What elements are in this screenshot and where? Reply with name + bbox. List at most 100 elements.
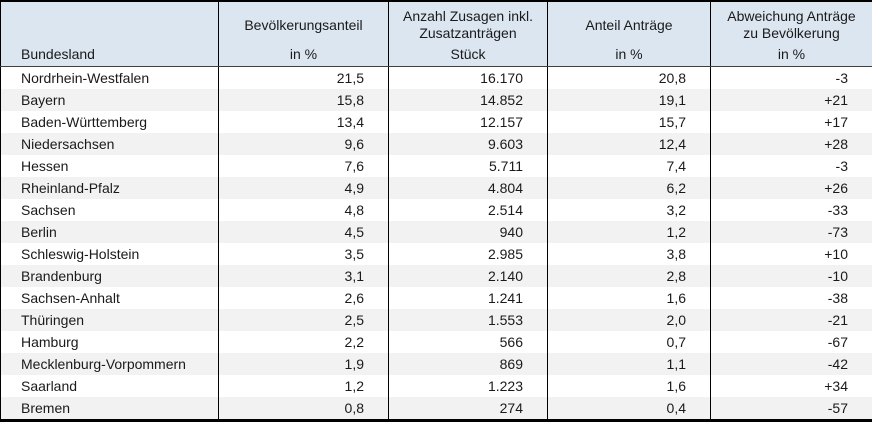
approvals-count-cell: 2.140 <box>388 265 548 287</box>
approvals-count-cell: 1.553 <box>388 309 548 331</box>
deviation-cell: +28 <box>710 133 872 155</box>
approvals-count-cell: 1.241 <box>388 287 548 309</box>
bundesland-cell: Niedersachsen <box>21 136 115 152</box>
approvals-count-cell: 2.985 <box>388 243 548 265</box>
approvals-count-cell: 1.223 <box>388 375 548 397</box>
approvals-count-cell: 4.804 <box>388 177 548 199</box>
deviation-cell: +10 <box>710 243 872 265</box>
population-share-cell: 1,2 <box>218 375 389 397</box>
deviation-cell: -21 <box>710 309 872 331</box>
table-row: Hamburg 2,2 566 0,7 -67 <box>1 331 872 353</box>
deviation-cell: -3 <box>710 66 872 89</box>
table-row: Rheinland-Pfalz 4,9 4.804 6,2 +26 <box>0 177 872 199</box>
approvals-count-cell: 16.170 <box>388 66 548 89</box>
column-header-bundesland: Bundesland <box>0 1 219 67</box>
population-share-cell: 9,6 <box>218 133 389 155</box>
bundesland-cell: Saarland <box>21 378 78 394</box>
population-share-cell: 15,8 <box>218 89 389 111</box>
bundesland-cell: Bayern <box>21 92 66 108</box>
table-body: Nordrhein-Westfalen 21,5 16.170 20,8 -3 Bayer… <box>0 66 872 421</box>
applications-share-cell: 1,1 <box>547 353 711 375</box>
population-share-cell: 1,9 <box>218 353 389 375</box>
population-share-cell: 2,2 <box>218 331 389 353</box>
population-share-cell: 0,8 <box>218 397 389 421</box>
applications-share-cell: 3,2 <box>547 199 711 221</box>
column-unit: in % <box>777 46 806 62</box>
applications-share-cell: 2,0 <box>547 309 711 331</box>
column-header-anzahl-zusagen: Anzahl Zusagen inkl. Zusatzanträgen Stüc… <box>388 1 548 67</box>
deviation-cell: -42 <box>710 353 872 375</box>
header-row: Bundesland Bevölkerungsanteil in % Anzah… <box>0 1 872 67</box>
column-header-anteil-antraege: Anteil Anträge in % <box>547 1 711 67</box>
deviation-cell: -33 <box>710 199 872 221</box>
table-row: Saarland 1,2 1.223 1,6 +34 <box>1 375 872 397</box>
deviation-cell: -10 <box>710 265 872 287</box>
column-header-abweichung: Abweichung Anträge zu Bevölkerung in % <box>710 1 872 67</box>
approvals-count-cell: 14.852 <box>388 89 548 111</box>
deviation-cell: +26 <box>710 177 872 199</box>
bundesland-cell: Sachsen-Anhalt <box>21 290 120 306</box>
population-share-cell: 4,5 <box>218 221 389 243</box>
table-row: Niedersachsen 9,6 9.603 12,4 +28 <box>0 133 872 155</box>
population-share-cell: 7,6 <box>218 155 389 177</box>
applications-share-cell: 20,8 <box>547 66 711 89</box>
approvals-count-cell: 566 <box>388 331 548 353</box>
table-row: Baden-Württemberg 13,4 12.157 15,7 +17 <box>1 111 872 133</box>
column-title: Abweichung Anträge zu Bevölkerung <box>727 8 856 41</box>
bundesland-cell: Hamburg <box>21 334 79 350</box>
table-row: Bremen 0,8 274 0,4 -57 <box>0 397 872 421</box>
bundesland-cell: Brandenburg <box>21 268 102 284</box>
column-unit: in % <box>289 46 318 62</box>
bundesland-cell: Thüringen <box>21 312 85 328</box>
table-row: Nordrhein-Westfalen 21,5 16.170 20,8 -3 <box>1 66 872 89</box>
bundesland-cell: Baden-Württemberg <box>21 114 148 130</box>
population-share-cell: 2,6 <box>218 287 389 309</box>
population-share-cell: 4,8 <box>218 199 389 221</box>
table-row: Sachsen 4,8 2.514 3,2 -33 <box>1 199 872 221</box>
column-unit: in % <box>615 46 643 62</box>
population-share-cell: 3,1 <box>218 265 389 287</box>
applications-share-cell: 2,8 <box>547 265 711 287</box>
deviation-cell: -38 <box>710 287 872 309</box>
approvals-count-cell: 274 <box>388 397 548 421</box>
applications-share-cell: 1,2 <box>547 221 711 243</box>
table-row: Mecklenburg-Vorpommern 1,9 869 1,1 -42 <box>0 353 872 375</box>
population-share-cell: 13,4 <box>218 111 389 133</box>
bundesland-cell: Hessen <box>21 158 69 174</box>
bundesland-cell: Rheinland-Pfalz <box>21 180 120 196</box>
table-row: Bayern 15,8 14.852 19,1 +21 <box>0 89 872 111</box>
bundesland-cell: Berlin <box>21 224 57 240</box>
approvals-count-cell: 2.514 <box>388 199 548 221</box>
approvals-count-cell: 869 <box>388 353 548 375</box>
column-title: Bundesland <box>21 46 95 62</box>
table-row: Schleswig-Holstein 3,5 2.985 3,8 +10 <box>1 243 872 265</box>
deviation-cell: -57 <box>710 397 872 421</box>
deviation-cell: -67 <box>710 331 872 353</box>
population-share-cell: 21,5 <box>218 66 389 89</box>
bundesland-cell: Schleswig-Holstein <box>21 246 140 262</box>
applications-share-cell: 15,7 <box>547 111 711 133</box>
bundesland-cell: Mecklenburg-Vorpommern <box>21 356 186 372</box>
table-row: Thüringen 2,5 1.553 2,0 -21 <box>0 309 872 331</box>
approvals-count-cell: 940 <box>388 221 548 243</box>
column-unit: Stück <box>450 46 486 62</box>
table-row: Brandenburg 3,1 2.140 2,8 -10 <box>0 265 872 287</box>
column-title: Anzahl Zusagen inkl. Zusatzanträgen <box>403 8 533 41</box>
table-row: Sachsen-Anhalt 2,6 1.241 1,6 -38 <box>1 287 872 309</box>
applications-share-cell: 1,6 <box>547 375 711 397</box>
column-title: Bevölkerungsanteil <box>244 16 363 33</box>
deviation-cell: +34 <box>710 375 872 397</box>
deviation-cell: -73 <box>710 221 872 243</box>
applications-share-cell: 1,6 <box>547 287 711 309</box>
applications-share-cell: 0,7 <box>547 331 711 353</box>
applications-share-cell: 0,4 <box>547 397 711 421</box>
population-share-cell: 4,9 <box>218 177 389 199</box>
population-share-cell: 2,5 <box>218 309 389 331</box>
applications-share-cell: 6,2 <box>547 177 711 199</box>
applications-share-cell: 7,4 <box>547 155 711 177</box>
column-header-bevoelkerungsanteil: Bevölkerungsanteil in % <box>218 1 389 67</box>
table-row: Hessen 7,6 5.711 7,4 -3 <box>1 155 872 177</box>
table-row: Berlin 4,5 940 1,2 -73 <box>0 221 872 243</box>
table-header: Bundesland Bevölkerungsanteil in % Anzah… <box>0 1 872 67</box>
